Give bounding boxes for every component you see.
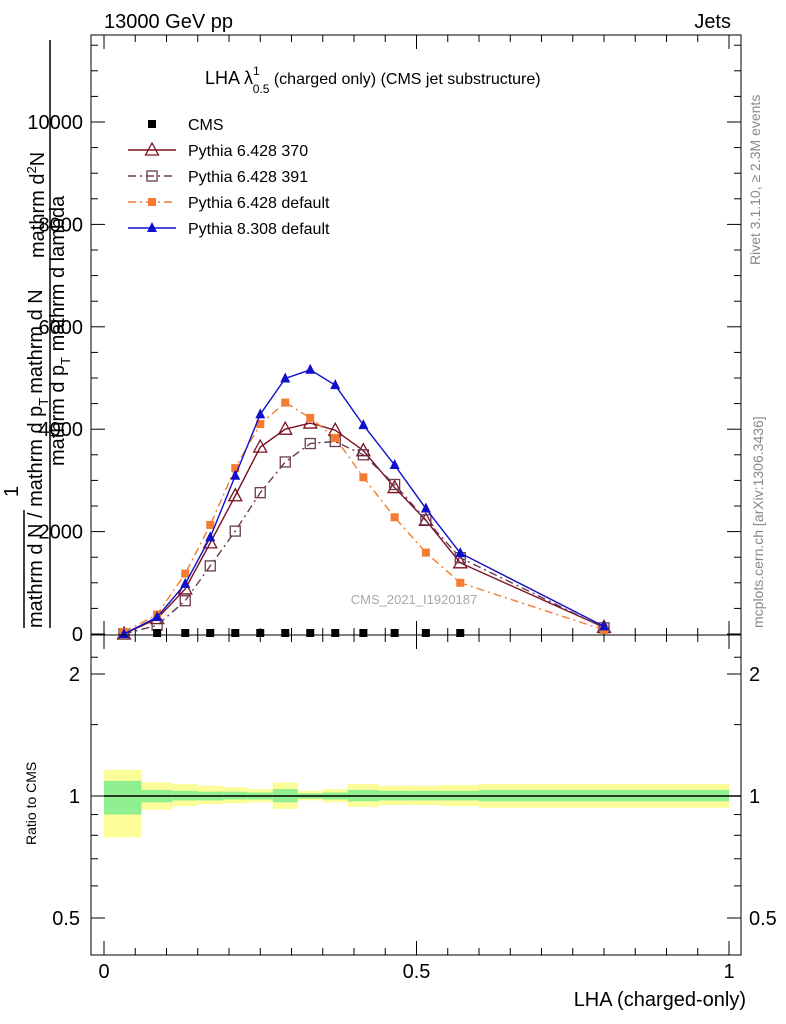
series-point	[302, 414, 318, 429]
series-line	[123, 440, 605, 635]
series-point	[180, 577, 191, 588]
watermark: CMS_2021_I1920187	[351, 592, 478, 607]
cms-point	[153, 629, 162, 637]
cms-point	[256, 629, 265, 637]
series-line	[123, 369, 605, 635]
legend-marker	[144, 141, 160, 156]
series-point	[420, 514, 432, 526]
series-point	[279, 456, 291, 468]
series-point	[229, 525, 241, 537]
ylabel-num: mathrm d2N	[24, 152, 49, 258]
cms-point	[421, 629, 430, 637]
x-axis-label: LHA (charged-only)	[574, 989, 746, 1011]
cms-point	[390, 629, 399, 637]
ratio-y-tick-label: 1	[69, 786, 80, 808]
rivet-label: Rivet 3.1.10, ≥ 2.3M events	[747, 95, 763, 265]
series-point	[277, 420, 293, 435]
legend-label: CMS	[188, 117, 224, 134]
series-point	[181, 569, 190, 578]
series-point	[421, 548, 430, 557]
ratio-y-tick-label-right: 1	[749, 786, 760, 808]
x-tick-label: 0	[98, 961, 109, 983]
series-point	[230, 469, 241, 480]
series-point	[358, 419, 369, 430]
series-point	[255, 408, 266, 419]
ylabel-left: mathrm d N / mathrm d pTmathrm d N	[25, 289, 51, 628]
series-point	[227, 487, 243, 502]
legend-label: Pythia 6.428 370	[188, 143, 308, 160]
header-right: Jets	[694, 11, 731, 33]
series-point	[357, 449, 370, 461]
series-point	[256, 420, 265, 429]
ylabel-one: 1	[1, 486, 23, 497]
series-point	[152, 611, 163, 622]
series-point	[179, 595, 191, 607]
cms-point	[181, 629, 190, 637]
cms-point	[456, 629, 465, 637]
series-point	[204, 560, 216, 572]
legend-marker	[148, 198, 156, 206]
series-point	[420, 502, 431, 513]
title-main: LHA λ	[205, 68, 253, 88]
series-point	[306, 413, 315, 422]
title-rest: (charged only) (CMS jet substructure)	[269, 71, 540, 88]
y-tick-label: 10000	[27, 112, 83, 134]
series-point	[452, 554, 468, 569]
title-sup: 1	[253, 64, 260, 78]
y-axis-label-ratio: Ratio to CMS	[23, 762, 39, 845]
ratio-y-tick-label: 0.5	[52, 908, 80, 930]
ylabel-den: mathrm d pT mathrm d lambda	[47, 195, 73, 466]
series-point	[304, 437, 316, 450]
series-point	[206, 520, 215, 529]
cms-point	[306, 629, 315, 637]
series-point	[389, 459, 400, 470]
series-point	[330, 379, 341, 390]
series-point	[205, 531, 216, 542]
cms-point	[359, 629, 368, 637]
title-sub: 0.5	[253, 82, 270, 96]
cms-point	[281, 629, 290, 637]
cms-point	[206, 629, 215, 637]
y-tick-label: 0	[72, 624, 83, 646]
legend-label: Pythia 6.428 default	[188, 195, 330, 212]
plot-title: LHA λ1 0.5 (charged only) (CMS jet substr…	[205, 64, 541, 96]
legend: CMS Pythia 6.428 370 Pythia 6.428 391 Pythi…	[128, 117, 330, 238]
ratio-panel: 0.5 0.5 1 1 2 2	[52, 634, 777, 956]
series-point	[281, 398, 290, 407]
cms-point	[331, 629, 340, 637]
series-point	[599, 620, 609, 631]
legend-marker	[148, 120, 156, 128]
y-axis-label-main: mathrm d2N mathrm d pT mathrm d lambda 1…	[1, 40, 73, 628]
legend-label: Pythia 6.428 391	[188, 169, 308, 186]
series-point	[254, 487, 266, 499]
series-point	[388, 478, 401, 491]
series-point	[305, 363, 316, 374]
series-point	[455, 547, 466, 558]
series-point	[331, 433, 340, 442]
series-point	[456, 578, 465, 587]
x-tick-label: 1	[723, 961, 734, 983]
legend-marker	[146, 170, 158, 182]
series-point	[280, 372, 291, 383]
ratio-y-tick-label-right: 0.5	[749, 908, 777, 930]
ratio-y-tick-label: 2	[69, 664, 80, 686]
series-point	[390, 513, 399, 522]
ratio-y-tick-label-right: 2	[749, 664, 760, 686]
series-point	[231, 464, 240, 473]
series-point	[359, 473, 368, 482]
header-left: 13000 GeV pp	[104, 11, 233, 33]
series-line	[123, 401, 605, 633]
legend-marker	[147, 222, 157, 232]
cms-point	[231, 629, 240, 637]
legend-label: Pythia 8.308 default	[188, 221, 330, 238]
series-point	[387, 479, 403, 494]
ratio-band-inner	[104, 780, 142, 815]
x-tick-label: 0.5	[403, 961, 431, 983]
series-point	[252, 438, 268, 453]
mcplots-label: mcplots.cern.ch [arXiv:1306.3436]	[750, 416, 766, 628]
